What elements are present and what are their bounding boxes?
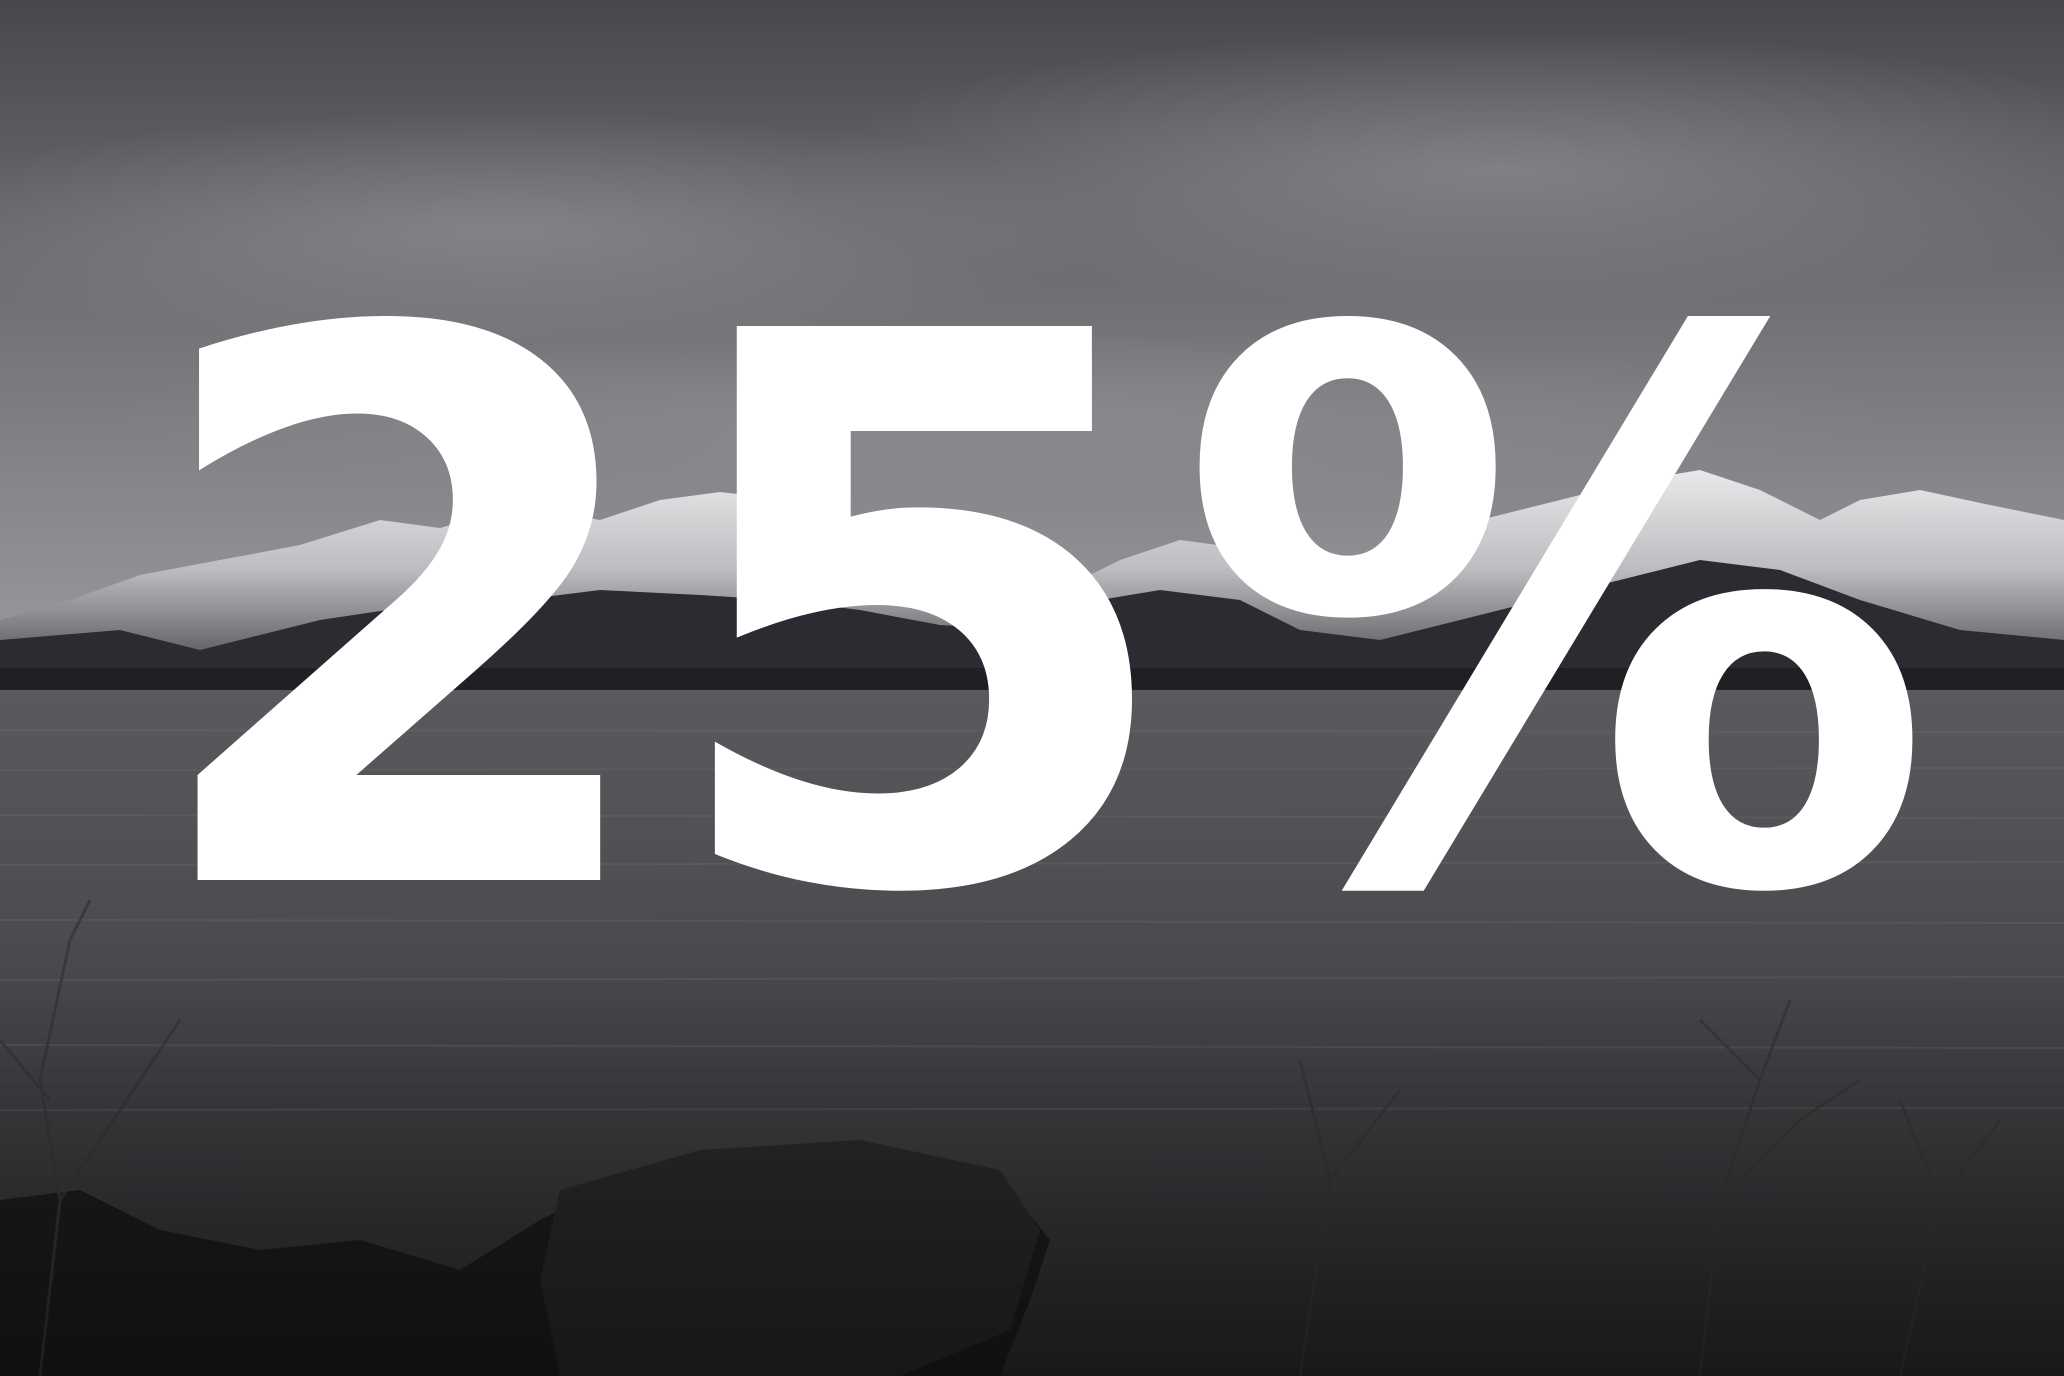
- headline-text: 25%: [137, 176, 1926, 1060]
